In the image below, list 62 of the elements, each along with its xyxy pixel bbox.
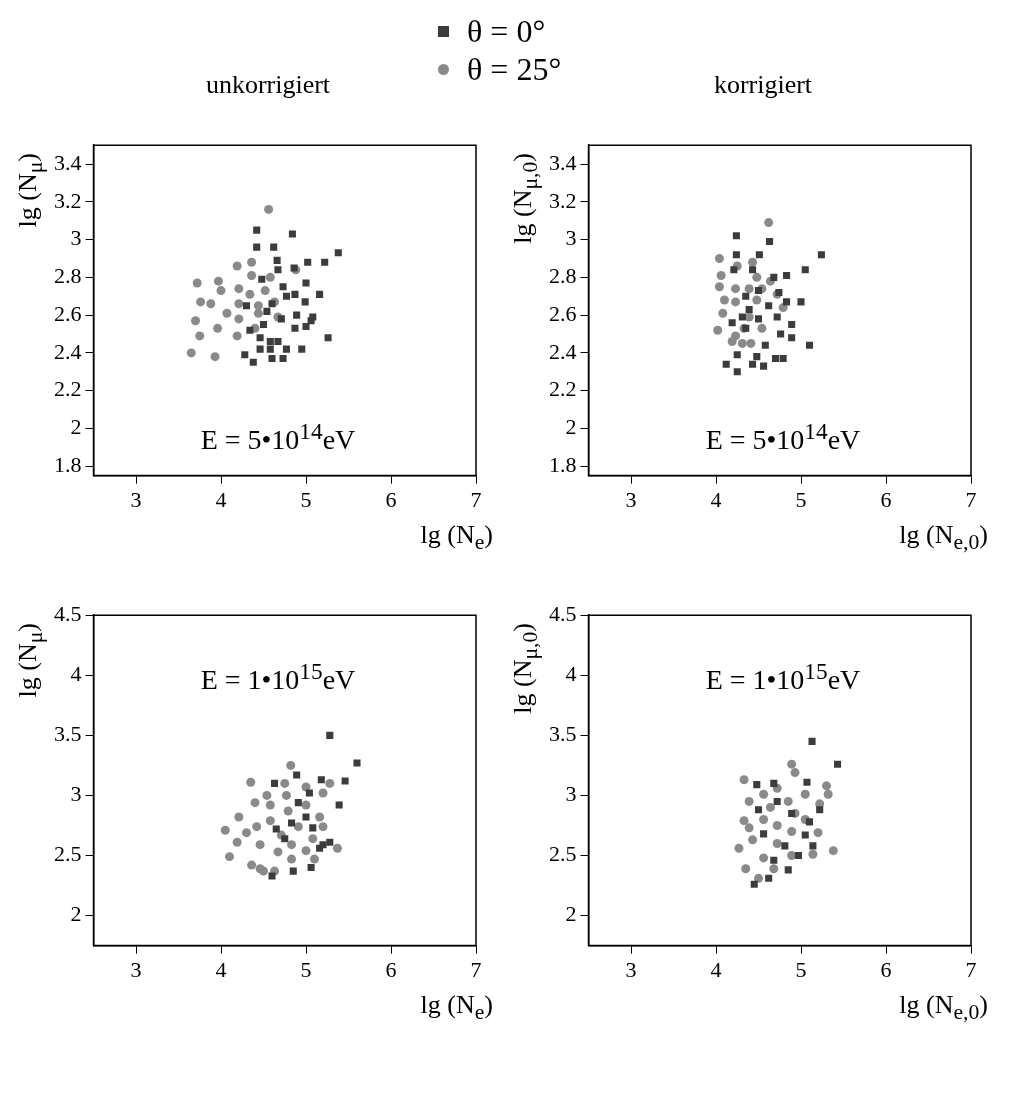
x-tick-label: 5 bbox=[795, 486, 807, 512]
x-axis-title: lg (N$_{e}$) bbox=[420, 520, 493, 556]
x-axis-title: lg (N$_{e}$) bbox=[420, 990, 493, 1026]
y-tick-label: 4 bbox=[565, 661, 577, 687]
chart-title: korrigiert bbox=[713, 70, 813, 99]
x-tick-label: 3 bbox=[130, 486, 142, 512]
x-tick-label: 4 bbox=[710, 486, 722, 512]
x-tick-label: 7 bbox=[470, 486, 482, 512]
y-tick-label: 1.8 bbox=[54, 451, 82, 477]
annotation: E = 1•10$^{15}$eV bbox=[704, 658, 862, 697]
y-tick-label: 2 bbox=[565, 901, 577, 927]
y-tick-label: 2 bbox=[70, 414, 82, 440]
y-tick-label: 3 bbox=[70, 781, 82, 807]
y-tick-label: 1.8 bbox=[549, 451, 577, 477]
x-tick-label: 4 bbox=[215, 956, 227, 982]
x-axis-title: lg (N$_{e,0}$) bbox=[899, 990, 988, 1026]
y-tick-label: 2.5 bbox=[549, 841, 577, 867]
x-tick-label: 3 bbox=[130, 956, 142, 982]
y-tick-label: 3.2 bbox=[549, 187, 577, 213]
y-tick-label: 3.4 bbox=[549, 149, 577, 175]
y-tick-label: 4 bbox=[70, 661, 82, 687]
x-tick-label: 3 bbox=[625, 486, 637, 512]
y-tick-label: 3.2 bbox=[54, 187, 82, 213]
y-tick-label: 2 bbox=[565, 414, 577, 440]
y-tick-label: 3 bbox=[70, 225, 82, 251]
y-tick-label: 2.4 bbox=[54, 338, 82, 364]
x-tick-label: 6 bbox=[880, 956, 892, 982]
x-tick-label: 7 bbox=[965, 956, 977, 982]
x-axis-title: lg (N$_{e,0}$) bbox=[899, 520, 988, 556]
x-tick-label: 7 bbox=[965, 486, 977, 512]
y-tick-label: 4.5 bbox=[549, 600, 577, 626]
chart-title: unkorrigiert bbox=[205, 70, 331, 99]
y-tick-label: 2.8 bbox=[54, 263, 82, 289]
x-tick-label: 5 bbox=[300, 486, 312, 512]
x-tick-label: 5 bbox=[300, 956, 312, 982]
x-tick-label: 6 bbox=[385, 486, 397, 512]
annotation: E = 5•10$^{14}$eV bbox=[704, 418, 862, 457]
y-tick-label: 2.8 bbox=[549, 263, 577, 289]
x-tick-label: 4 bbox=[710, 956, 722, 982]
y-tick-label: 2.5 bbox=[54, 841, 82, 867]
y-tick-label: 2.6 bbox=[54, 300, 82, 326]
legend-label: θ = 0° bbox=[467, 12, 546, 50]
x-tick-label: 3 bbox=[625, 956, 637, 982]
y-tick-label: 3.4 bbox=[54, 149, 82, 175]
y-tick-label: 3 bbox=[565, 781, 577, 807]
y-tick-label: 3.5 bbox=[549, 721, 577, 747]
x-tick-label: 6 bbox=[385, 956, 397, 982]
x-tick-label: 4 bbox=[215, 486, 227, 512]
y-tick-label: 2.2 bbox=[54, 376, 82, 402]
y-tick-label: 4.5 bbox=[54, 600, 82, 626]
y-tick-label: 2.4 bbox=[549, 338, 577, 364]
x-tick-label: 6 bbox=[880, 486, 892, 512]
x-tick-label: 5 bbox=[795, 956, 807, 982]
annotation: E = 1•10$^{15}$eV bbox=[199, 658, 357, 697]
y-tick-label: 3.5 bbox=[54, 721, 82, 747]
y-tick-label: 2 bbox=[70, 901, 82, 927]
x-tick-label: 7 bbox=[470, 956, 482, 982]
legend-label: θ = 25° bbox=[467, 50, 562, 88]
y-tick-label: 2.2 bbox=[549, 376, 577, 402]
annotation: E = 5•10$^{14}$eV bbox=[199, 418, 357, 457]
y-tick-label: 2.6 bbox=[549, 300, 577, 326]
y-tick-label: 3 bbox=[565, 225, 577, 251]
